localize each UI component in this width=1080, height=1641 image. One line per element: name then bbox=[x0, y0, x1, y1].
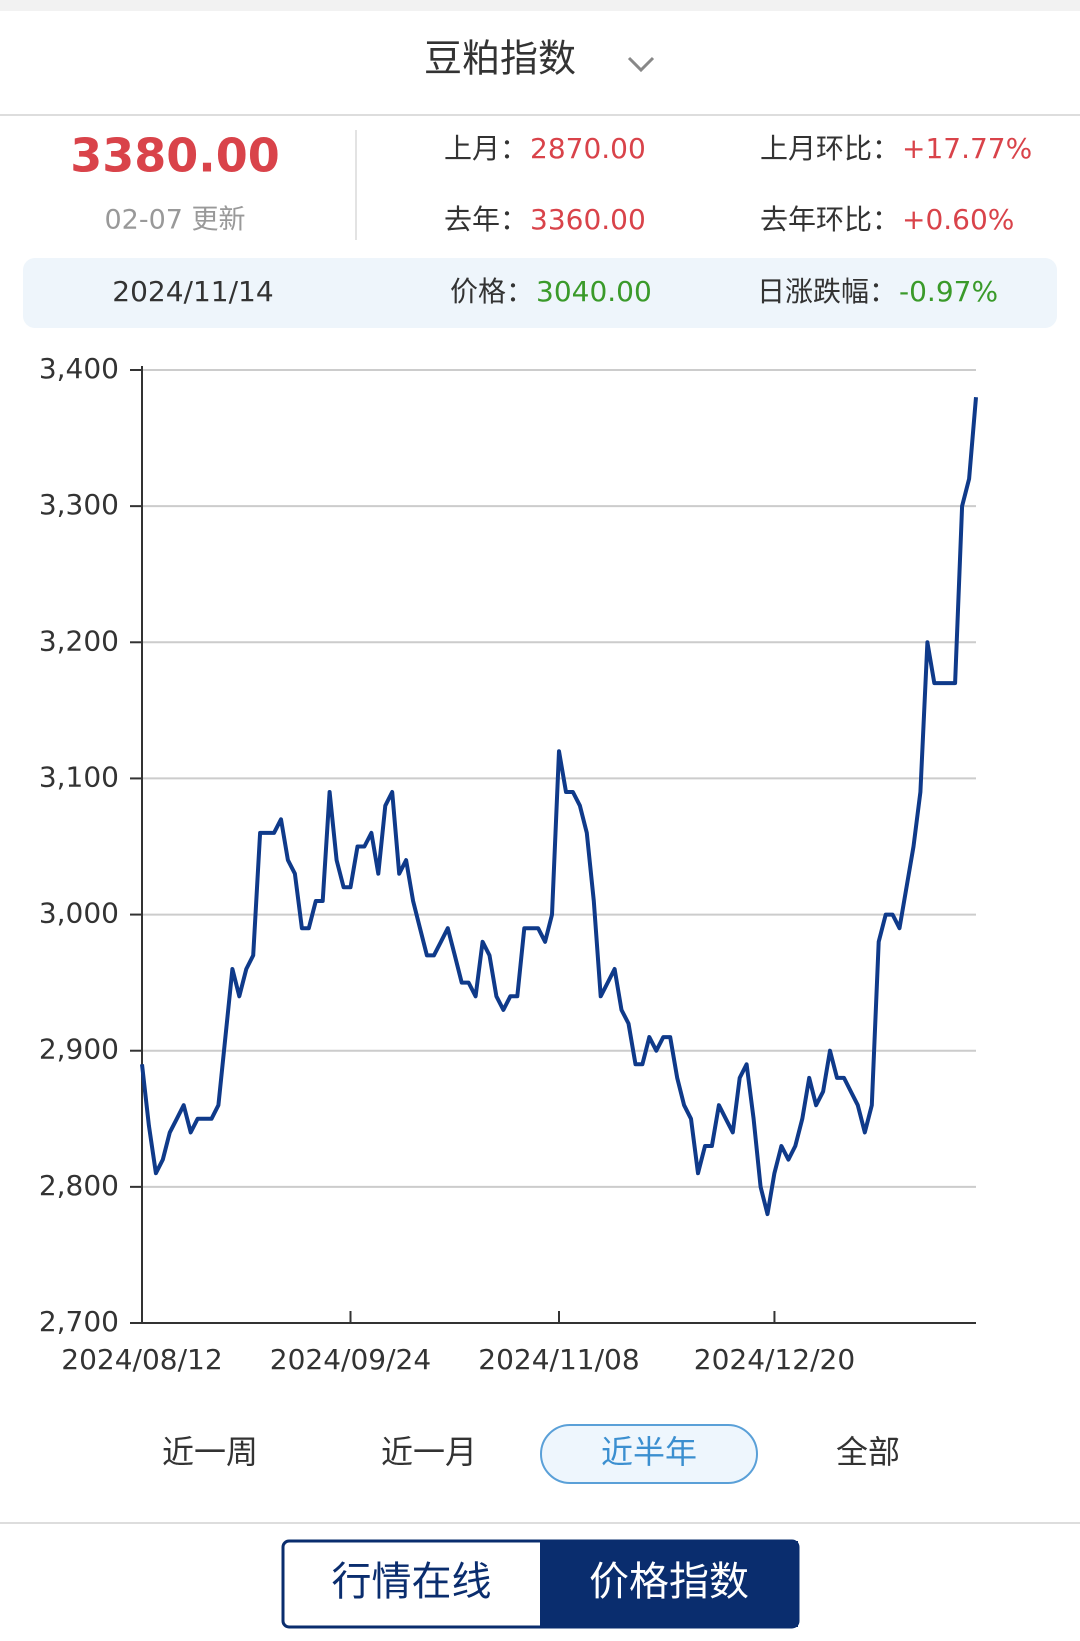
y-tick-label: 3,000 bbox=[39, 897, 119, 930]
status-strip bbox=[0, 0, 1080, 11]
y-tick-label: 3,400 bbox=[39, 352, 119, 385]
y-tick-label: 2,900 bbox=[39, 1033, 119, 1066]
period-button[interactable]: 全部 bbox=[836, 1433, 900, 1471]
period-button[interactable]: 近一月 bbox=[381, 1433, 477, 1471]
x-tick-label: 2024/11/08 bbox=[478, 1343, 639, 1376]
stat-label: 去年： bbox=[444, 203, 528, 236]
chart: 2,700 2,800 2,900 3,000 3,100 3,200 3,300 3,400… bbox=[39, 352, 978, 1376]
stat-value: 2870.00 bbox=[530, 132, 646, 165]
page-title[interactable]: 豆粕指数 bbox=[424, 37, 576, 81]
period-button[interactable]: 近一周 bbox=[162, 1433, 258, 1471]
tooltip-label: 价格： bbox=[450, 275, 534, 308]
y-tick-label: 3,200 bbox=[39, 624, 119, 657]
tab[interactable]: 价格指数 bbox=[589, 1559, 749, 1605]
dropdown-arrow[interactable] bbox=[627, 56, 655, 73]
tab[interactable]: 行情在线 bbox=[332, 1559, 492, 1605]
y-tick-label: 2,800 bbox=[39, 1169, 119, 1202]
tooltip-label: 日涨跌幅： bbox=[757, 275, 897, 308]
stat-label: 去年环比： bbox=[760, 203, 900, 236]
current-price: 3380.00 bbox=[70, 129, 280, 183]
x-tick-label: 2024/12/20 bbox=[694, 1343, 855, 1376]
stat-value: 3360.00 bbox=[530, 203, 646, 236]
tooltip-date: 2024/11/14 bbox=[112, 275, 273, 308]
price-line bbox=[140, 397, 978, 1217]
x-tick-label: 2024/09/24 bbox=[270, 1343, 431, 1376]
period-pill[interactable] bbox=[540, 1424, 758, 1484]
tab-bg[interactable] bbox=[540, 1541, 798, 1627]
y-tick-label: 3,100 bbox=[39, 760, 119, 793]
stat-value: +0.60% bbox=[902, 203, 1014, 236]
period-button[interactable]: 近半年 bbox=[601, 1433, 697, 1471]
tab-border bbox=[281, 1539, 800, 1629]
stat-label: 上月环比： bbox=[760, 132, 900, 165]
y-tick-label: 2,700 bbox=[39, 1305, 119, 1338]
period-selector: 近一周 近一月 近半年 全部 bbox=[162, 1424, 900, 1484]
tooltip-bar bbox=[23, 258, 1057, 328]
stat-value: +17.77% bbox=[902, 132, 1032, 165]
x-tick-label: 2024/08/12 bbox=[61, 1343, 222, 1376]
stat-label: 上月： bbox=[444, 132, 528, 165]
tooltip-price: 3040.00 bbox=[536, 275, 652, 308]
tab-bg[interactable] bbox=[283, 1541, 540, 1627]
y-tick-label: 3,300 bbox=[39, 488, 119, 521]
tab-bar: 行情在线 价格指数 bbox=[281, 1539, 800, 1629]
tooltip-change: -0.97% bbox=[899, 275, 998, 308]
update-time: 02-07 更新 bbox=[104, 205, 245, 236]
